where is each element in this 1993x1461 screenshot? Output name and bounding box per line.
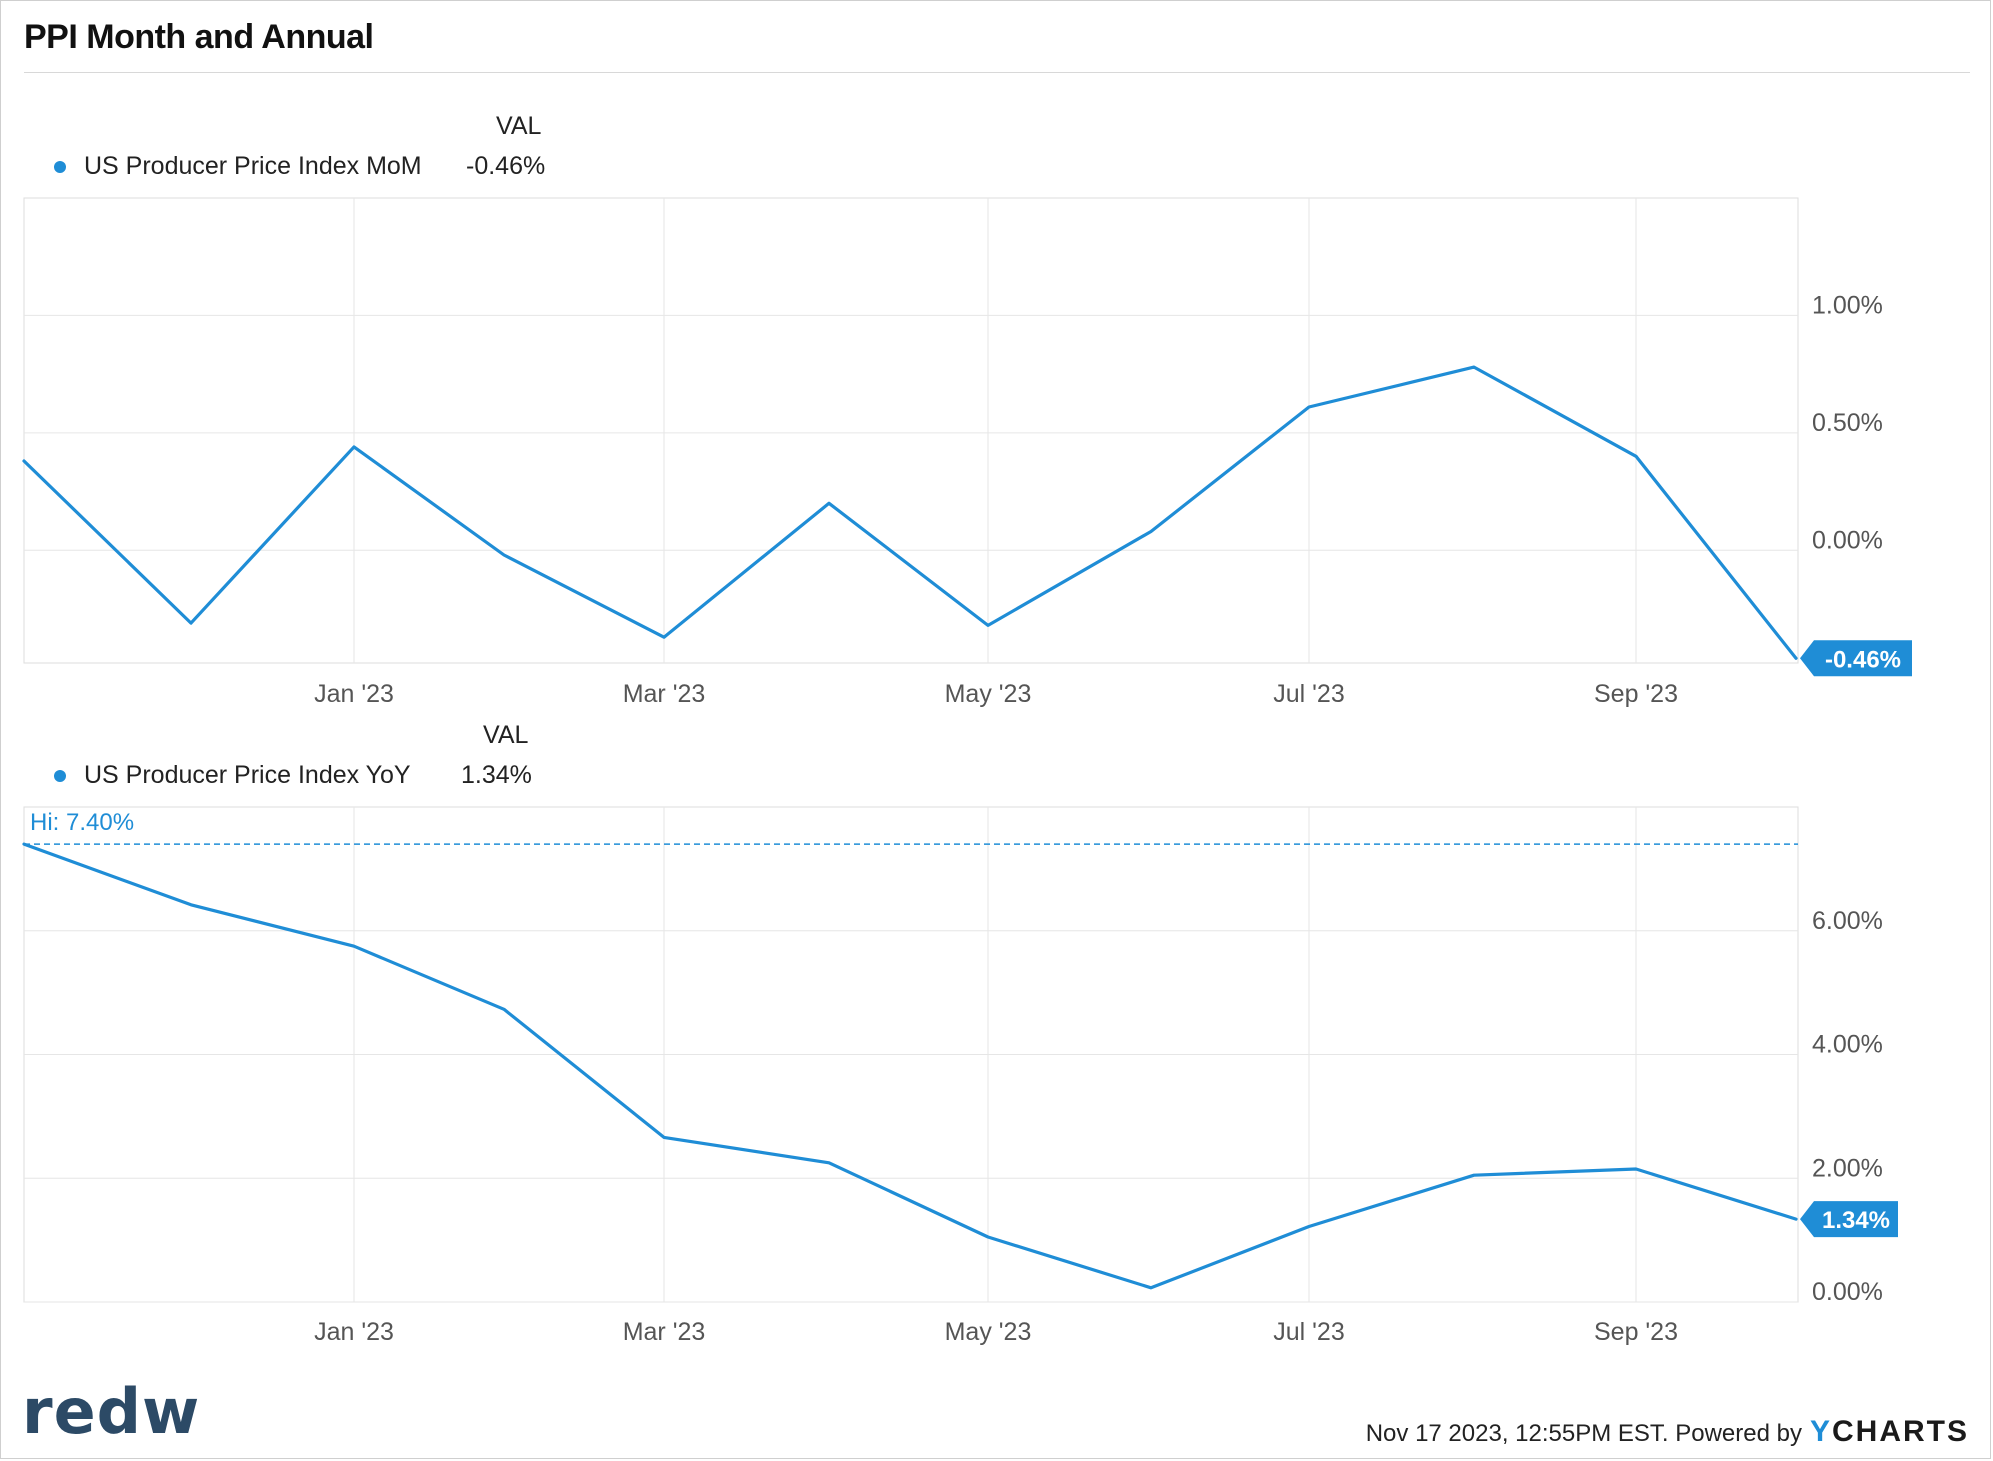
y-tick-label: 0.00% (1812, 526, 1883, 554)
x-tick-label: Mar '23 (623, 1318, 706, 1346)
plot-area (23, 197, 1799, 664)
legend-item-yoy[interactable]: US Producer Price Index YoY (54, 761, 411, 790)
y-tick-label: 0.50% (1812, 409, 1883, 437)
redw-logo: redw (22, 1375, 201, 1448)
ycharts-logo-rest: CHARTS (1832, 1415, 1969, 1448)
legend-header-val: VAL (496, 112, 542, 140)
series-dot-icon (54, 160, 66, 173)
y-tick-label: 0.00% (1812, 1278, 1883, 1306)
x-tick-label: Sep '23 (1594, 680, 1678, 708)
x-tick-label: Jul '23 (1273, 680, 1344, 708)
y-tick-label: 1.00% (1812, 291, 1883, 319)
hi-label: Hi: 7.40% (30, 809, 134, 836)
last-value-marker (1800, 640, 1912, 677)
legend-series-name: US Producer Price Index MoM (84, 152, 422, 180)
x-tick-label: May '23 (945, 1318, 1032, 1346)
title-divider (24, 72, 1970, 73)
series-dot-icon (54, 769, 66, 782)
legend-item-mom[interactable]: US Producer Price Index MoM (54, 152, 422, 181)
last-value-marker (1800, 1201, 1898, 1238)
chart-title: PPI Month and Annual (24, 18, 374, 56)
last-value-label: 1.34% (1822, 1207, 1890, 1234)
footer: Nov 17 2023, 12:55PM EST. Powered by YCH… (1366, 1415, 1969, 1449)
x-tick-label: Jan '23 (314, 680, 394, 708)
ycharts-logo-y: Y (1809, 1415, 1832, 1448)
x-tick-label: Mar '23 (623, 680, 706, 708)
y-tick-label: 2.00% (1812, 1154, 1883, 1182)
ycharts-logo[interactable]: YCHARTS (1810, 1415, 1969, 1449)
x-tick-label: Sep '23 (1594, 1318, 1678, 1346)
legend-value-mom: -0.46% (466, 152, 546, 180)
x-tick-label: May '23 (945, 680, 1032, 708)
series-line (22, 365, 1798, 660)
last-value-label: -0.46% (1825, 646, 1901, 673)
series-line (22, 842, 1798, 1290)
y-tick-label: 4.00% (1812, 1031, 1883, 1059)
x-tick-label: Jan '23 (314, 1318, 394, 1346)
legend-header-val: VAL (483, 721, 529, 749)
legend-series-name: US Producer Price Index YoY (84, 761, 411, 789)
footer-timestamp: Nov 17 2023, 12:55PM EST. Powered by (1365, 1420, 1802, 1447)
x-tick-label: Jul '23 (1273, 1318, 1344, 1346)
legend-value-yoy: 1.34% (461, 761, 532, 789)
y-tick-label: 6.00% (1812, 907, 1883, 935)
